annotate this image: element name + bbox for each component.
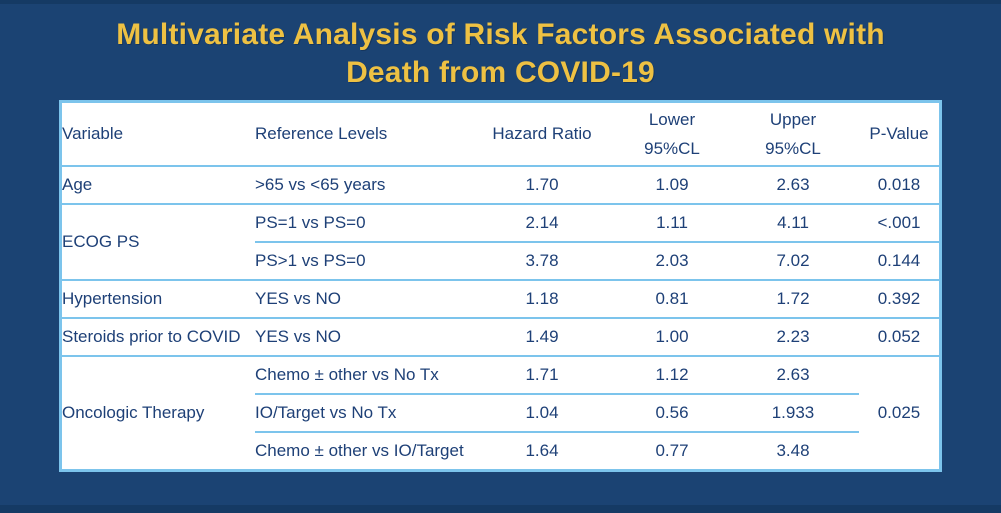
table-row-hypertension: Hypertension YES vs NO 1.18 0.81 1.72 0.… [60, 280, 941, 319]
table-row-ecog-ps2: PS>1 vs PS=0 3.78 2.03 7.02 0.144 [61, 242, 941, 281]
lower-cl-cell: 1.00 [617, 318, 727, 357]
p-value-cell: <.001 [859, 204, 941, 243]
header-lower-line1: Lower [648, 110, 696, 129]
bottom-edge-strip [0, 505, 1001, 513]
upper-cl-cell: 1.72 [727, 280, 859, 319]
header-hazard-ratio: Hazard Ratio [467, 101, 617, 167]
upper-cl-cell: 2.63 [727, 356, 859, 395]
hazard-ratio-cell: 1.04 [467, 394, 617, 433]
top-edge-strip [0, 0, 1001, 4]
table-row-ecog-ps1: ECOG PS PS=1 vs PS=0 2.14 1.11 4.11 <.00… [60, 204, 941, 281]
header-reference: Reference Levels [255, 101, 467, 167]
upper-cl-cell: 2.23 [727, 318, 859, 357]
variable-cell: Oncologic Therapy [62, 403, 205, 422]
table-row-age: Age >65 vs <65 years 1.70 1.09 2.63 0.01… [60, 166, 941, 205]
reference-cell: IO/Target vs No Tx [255, 394, 467, 433]
p-value-cell: 0.144 [859, 242, 941, 281]
table-row-oncologic-2: IO/Target vs No Tx 1.04 0.56 1.933 [61, 394, 941, 433]
reference-cell: >65 vs <65 years [255, 166, 467, 205]
lower-cl-cell: 0.77 [655, 441, 689, 460]
variable-cell: ECOG PS [60, 204, 255, 281]
upper-cl-cell: 1.933 [727, 394, 859, 433]
lower-cl-cell: 0.81 [617, 280, 727, 319]
header-variable: Variable [60, 101, 255, 167]
reference-cell: Chemo ± other vs No Tx [255, 356, 467, 395]
risk-factors-table: Variable Reference Levels Hazard Ratio L… [59, 100, 942, 472]
header-upper-95cl: Upper 95%CL [727, 101, 859, 167]
header-lower-line2: 95%CL [644, 139, 700, 158]
reference-cell: YES vs NO [255, 318, 467, 357]
reference-cell: PS=1 vs PS=0 [255, 204, 467, 243]
hazard-ratio-cell: 3.78 [467, 242, 617, 281]
table-row-oncologic-1: Oncologic Therapy Chemo ± other vs No Tx… [61, 356, 941, 422]
header-row: Variable Reference Levels Hazard Ratio L… [60, 101, 941, 167]
variable-cell: Hypertension [60, 280, 255, 319]
lower-cl-cell: 1.12 [617, 356, 727, 395]
hazard-ratio-cell: 1.70 [467, 166, 617, 205]
table-row-steroids: Steroids prior to COVID YES vs NO 1.49 1… [60, 318, 941, 357]
header-upper-line1: Upper [769, 110, 817, 129]
variable-cell: Steroids prior to COVID [60, 318, 255, 357]
header-upper-line2: 95%CL [765, 139, 821, 158]
lower-cl-cell: 1.09 [617, 166, 727, 205]
hazard-ratio-cell: 1.64 [525, 441, 559, 460]
reference-cell: PS>1 vs PS=0 [255, 242, 467, 281]
reference-cell: Chemo ± other vs IO/Target [255, 441, 464, 460]
hazard-ratio-cell: 1.71 [467, 356, 617, 395]
header-p-value: P-Value [859, 101, 941, 167]
p-value-cell: 0.025 [877, 403, 921, 422]
hazard-ratio-cell: 2.14 [467, 204, 617, 243]
header-lower-95cl: Lower 95%CL [617, 101, 727, 167]
p-value-cell: 0.052 [859, 318, 941, 357]
lower-cl-cell: 0.56 [617, 394, 727, 433]
slide-title: Multivariate Analysis of Risk Factors As… [116, 18, 885, 89]
reference-cell: YES vs NO [255, 280, 467, 319]
upper-cl-cell: 3.48 [776, 441, 810, 460]
table-row-oncologic-3: Chemo ± other vs IO/Target 1.64 0.77 3.4… [61, 432, 941, 471]
lower-cl-cell: 1.11 [617, 204, 727, 243]
variable-cell: Age [60, 166, 255, 205]
p-value-cell: 0.018 [859, 166, 941, 205]
upper-cl-cell: 7.02 [727, 242, 859, 281]
upper-cl-cell: 4.11 [727, 204, 859, 243]
upper-cl-cell: 2.63 [727, 166, 859, 205]
hazard-ratio-cell: 1.49 [467, 318, 617, 357]
hazard-ratio-cell: 1.18 [467, 280, 617, 319]
p-value-cell: 0.392 [859, 280, 941, 319]
lower-cl-cell: 2.03 [617, 242, 727, 281]
